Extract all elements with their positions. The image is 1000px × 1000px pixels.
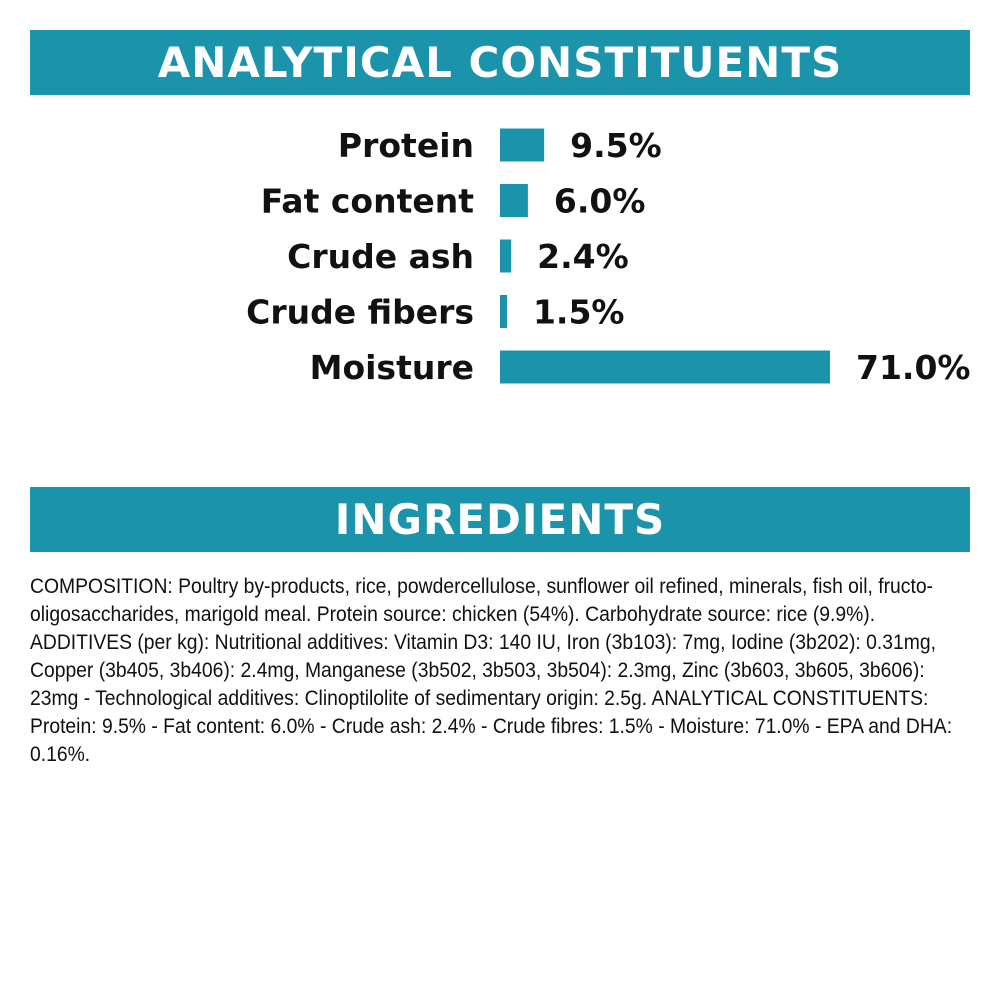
category-label: Fat content xyxy=(261,182,475,221)
analytical-constituents-title: ANALYTICAL CONSTITUENTS xyxy=(157,38,843,87)
value-label: 71.0% xyxy=(856,348,971,387)
bar xyxy=(500,184,528,217)
category-label: Protein xyxy=(338,126,474,165)
bar xyxy=(500,239,512,273)
bar xyxy=(500,128,545,162)
analytical-constituents-banner: ANALYTICAL CONSTITUENTS xyxy=(30,30,970,95)
ingredients-banner: INGREDIENTS xyxy=(30,487,970,552)
value-label: 6.0% xyxy=(554,182,646,221)
bar xyxy=(500,295,507,328)
analytical-constituents-chart: Protein 9.5% Fat content 6.0% Crude ash 2.4% C… xyxy=(246,126,971,387)
value-label: 2.4% xyxy=(537,237,629,276)
bar xyxy=(500,350,830,384)
composition-text: COMPOSITION: Poultry by-products, rice, … xyxy=(30,575,953,766)
value-label: 9.5% xyxy=(570,126,662,165)
category-label: Crude fibers xyxy=(246,293,474,332)
category-label: Crude ash xyxy=(287,237,474,276)
ingredients-title: INGREDIENTS xyxy=(334,495,666,544)
category-label: Moisture xyxy=(310,348,474,387)
value-label: 1.5% xyxy=(533,293,625,332)
